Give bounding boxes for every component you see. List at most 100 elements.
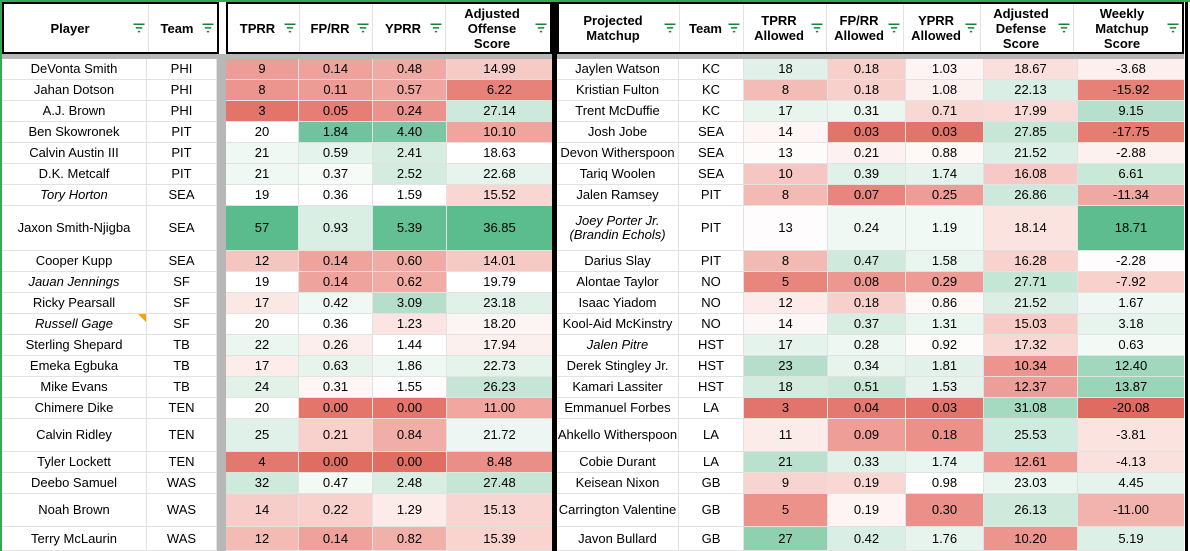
stat-cell[interactable]: -17.75 <box>1078 122 1184 143</box>
stat-cell[interactable]: 14.01 <box>447 251 552 272</box>
stat-cell[interactable]: 3.18 <box>1078 314 1184 335</box>
player-cell[interactable]: Keisean Nixon <box>557 473 679 494</box>
player-cell[interactable]: Darius Slay <box>557 251 679 272</box>
stat-cell[interactable]: 1.08 <box>906 80 984 101</box>
team-cell[interactable]: TB <box>147 377 217 398</box>
player-cell[interactable]: Devon Witherspoon <box>557 143 679 164</box>
stat-cell[interactable]: 23.18 <box>447 293 552 314</box>
stat-cell[interactable]: 0.18 <box>828 293 906 314</box>
team-cell[interactable]: PIT <box>679 251 744 272</box>
team-cell[interactable]: TB <box>147 356 217 377</box>
team-cell[interactable]: SF <box>147 314 217 335</box>
player-cell[interactable]: Calvin Austin III <box>2 143 147 164</box>
team-cell[interactable]: WAS <box>147 473 217 494</box>
stat-cell[interactable]: 22.68 <box>447 164 552 185</box>
stat-cell[interactable]: 0.09 <box>828 419 906 452</box>
stat-cell[interactable]: 36.85 <box>447 206 552 251</box>
stat-cell[interactable]: 0.21 <box>299 419 373 452</box>
team-cell[interactable]: PIT <box>679 206 744 251</box>
stat-cell[interactable]: 18.20 <box>447 314 552 335</box>
team-cell[interactable]: SEA <box>147 206 217 251</box>
stat-cell[interactable]: 24 <box>226 377 299 398</box>
filter-icon[interactable] <box>811 23 823 33</box>
stat-cell[interactable]: 18 <box>744 59 828 80</box>
player-cell[interactable]: Tariq Woolen <box>557 164 679 185</box>
stat-cell[interactable]: 1.84 <box>299 122 373 143</box>
player-cell[interactable]: Sterling Shepard <box>2 335 147 356</box>
stat-cell[interactable]: 27.48 <box>447 473 552 494</box>
player-cell[interactable]: Calvin Ridley <box>2 419 147 452</box>
stat-cell[interactable]: 0.28 <box>828 335 906 356</box>
filter-icon[interactable] <box>357 23 369 33</box>
column-header-adjusted-offense-score[interactable]: Adjusted Offense Score <box>446 4 550 52</box>
stat-cell[interactable]: 25 <box>226 419 299 452</box>
team-cell[interactable]: TEN <box>147 419 217 452</box>
stat-cell[interactable]: 1.67 <box>1078 293 1184 314</box>
stat-cell[interactable]: 6.22 <box>447 80 552 101</box>
team-cell[interactable]: HST <box>679 377 744 398</box>
stat-cell[interactable]: 16.28 <box>984 251 1078 272</box>
stat-cell[interactable]: 22.13 <box>984 80 1078 101</box>
player-cell[interactable]: Jalen Pitre <box>557 335 679 356</box>
player-cell[interactable]: DeVonta Smith <box>2 59 147 80</box>
filter-icon[interactable] <box>728 23 740 33</box>
team-cell[interactable]: GB <box>679 473 744 494</box>
stat-cell[interactable]: 2.41 <box>373 143 447 164</box>
column-header-yprr-allowed[interactable]: YPRR Allowed <box>904 4 981 52</box>
filter-icon[interactable] <box>535 23 547 33</box>
stat-cell[interactable]: 31.08 <box>984 398 1078 419</box>
stat-cell[interactable]: 21 <box>226 143 299 164</box>
stat-cell[interactable]: 1.29 <box>373 494 447 527</box>
player-cell[interactable]: Terry McLaurin <box>2 527 147 551</box>
stat-cell[interactable]: 1.81 <box>906 356 984 377</box>
stat-cell[interactable]: 17 <box>744 335 828 356</box>
player-cell[interactable]: Jauan Jennings <box>2 272 147 293</box>
stat-cell[interactable]: 1.23 <box>373 314 447 335</box>
stat-cell[interactable]: 0.36 <box>299 185 373 206</box>
team-cell[interactable]: WAS <box>147 527 217 551</box>
stat-cell[interactable]: 25.53 <box>984 419 1078 452</box>
stat-cell[interactable]: 0.22 <box>299 494 373 527</box>
stat-cell[interactable]: 13 <box>744 143 828 164</box>
stat-cell[interactable]: 17.99 <box>984 101 1078 122</box>
stat-cell[interactable]: 0.60 <box>373 251 447 272</box>
stat-cell[interactable]: 0.14 <box>299 527 373 551</box>
stat-cell[interactable]: 0.30 <box>906 494 984 527</box>
player-cell[interactable]: Deebo Samuel <box>2 473 147 494</box>
stat-cell[interactable]: 14.99 <box>447 59 552 80</box>
player-cell[interactable]: D.K. Metcalf <box>2 164 147 185</box>
column-header-player[interactable]: Player <box>4 4 149 52</box>
player-cell[interactable]: Tory Horton <box>2 185 147 206</box>
player-cell[interactable]: Emmanuel Forbes <box>557 398 679 419</box>
team-cell[interactable]: TB <box>147 335 217 356</box>
player-cell[interactable]: Cooper Kupp <box>2 251 147 272</box>
stat-cell[interactable]: 9.15 <box>1078 101 1184 122</box>
stat-cell[interactable]: 12 <box>744 293 828 314</box>
team-cell[interactable]: WAS <box>147 494 217 527</box>
stat-cell[interactable]: 18.71 <box>1078 206 1184 251</box>
stat-cell[interactable]: 0.14 <box>299 59 373 80</box>
filter-icon[interactable] <box>1167 23 1179 33</box>
column-header-yprr[interactable]: YPRR <box>373 4 446 52</box>
stat-cell[interactable]: -11.00 <box>1078 494 1184 527</box>
column-header-fp-rr[interactable]: FP/RR <box>300 4 373 52</box>
stat-cell[interactable]: 27.85 <box>984 122 1078 143</box>
stat-cell[interactable]: 21 <box>744 452 828 473</box>
stat-cell[interactable]: 15.03 <box>984 314 1078 335</box>
stat-cell[interactable]: 10.10 <box>447 122 552 143</box>
stat-cell[interactable]: 8 <box>744 251 828 272</box>
stat-cell[interactable]: 1.31 <box>906 314 984 335</box>
stat-cell[interactable]: 19 <box>226 185 299 206</box>
player-cell[interactable]: Alontae Taylor <box>557 272 679 293</box>
column-header-tprr[interactable]: TPRR <box>228 4 300 52</box>
stat-cell[interactable]: 1.44 <box>373 335 447 356</box>
stat-cell[interactable]: 4.40 <box>373 122 447 143</box>
stat-cell[interactable]: 0.05 <box>299 101 373 122</box>
player-cell[interactable]: Ahkello Witherspoon <box>557 419 679 452</box>
team-cell[interactable]: PHI <box>147 59 217 80</box>
column-header-adjusted-defense-score[interactable]: Adjusted Defense Score <box>981 4 1074 52</box>
player-cell[interactable]: Jahan Dotson <box>2 80 147 101</box>
team-cell[interactable]: SF <box>147 293 217 314</box>
player-cell[interactable]: Carrington Valentine <box>557 494 679 527</box>
player-cell[interactable]: Isaac Yiadom <box>557 293 679 314</box>
